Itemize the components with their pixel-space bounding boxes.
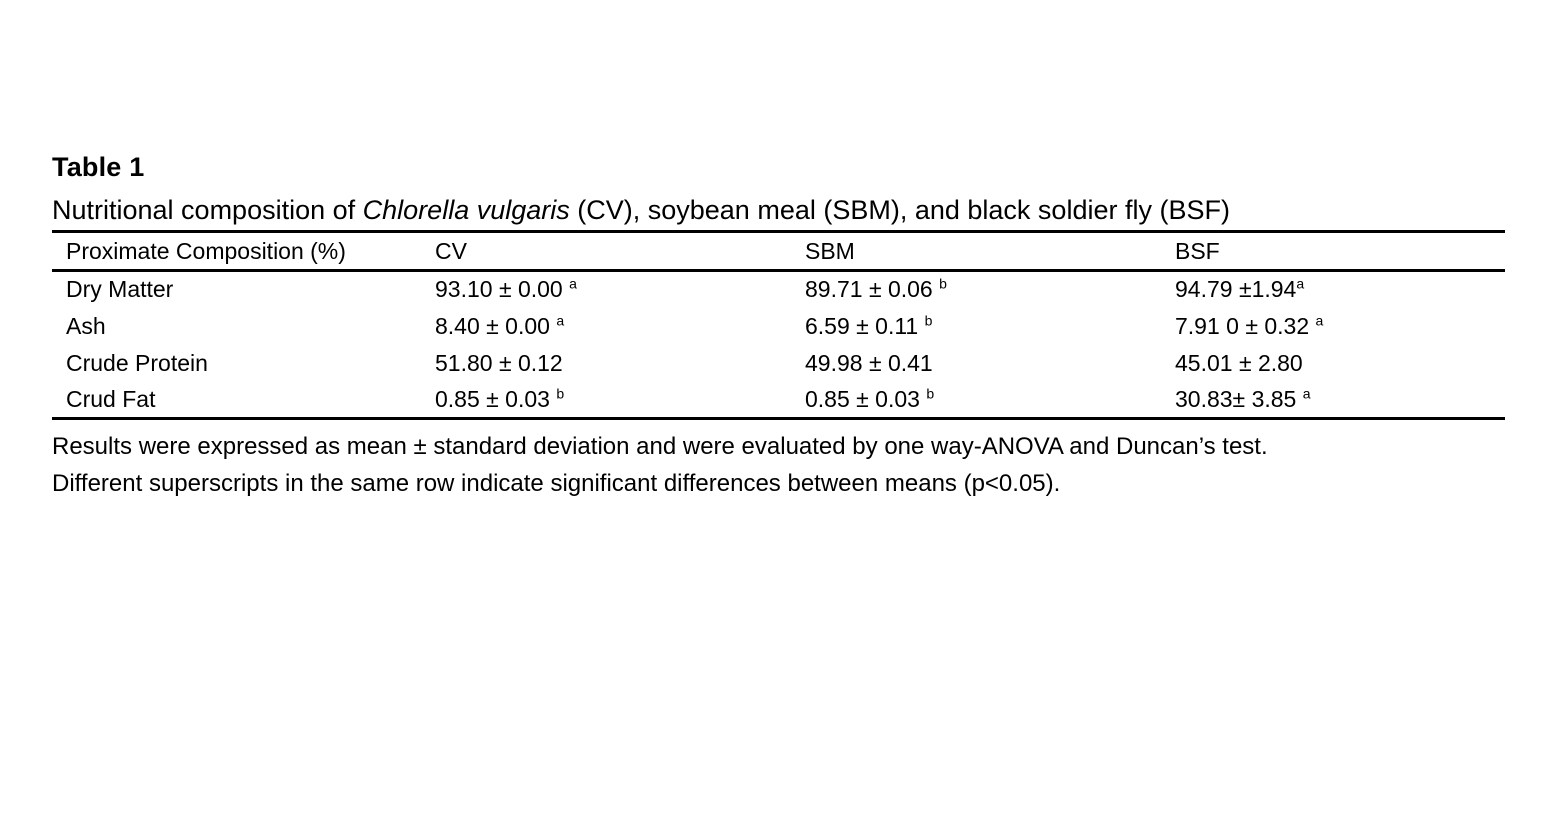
value-cell-sbm: 0.85 ± 0.03 b [790, 382, 1160, 419]
value-cell-sbm: 49.98 ± 0.41 [790, 345, 1160, 382]
mean-sd-value: 7.91 0 ± 0.32 [1175, 312, 1316, 339]
mean-sd-value: 49.98 ± 0.41 [805, 349, 933, 376]
mean-sd-value: 0.85 ± 0.03 [435, 385, 557, 412]
value-cell-bsf: 30.83± 3.85 a [1160, 382, 1505, 419]
table-footnotes: Results were expressed as mean ± standar… [52, 428, 1505, 502]
value-cell-sbm: 6.59 ± 0.11 b [790, 308, 1160, 345]
value-cell-bsf: 45.01 ± 2.80 [1160, 345, 1505, 382]
mean-sd-value: 6.59 ± 0.11 [805, 312, 925, 339]
column-header-proximate-composition: Proximate Composition (%) [66, 237, 346, 264]
species-name-italic: Chlorella vulgaris [362, 195, 570, 225]
caption-prefix: Nutritional composition of [52, 195, 363, 225]
column-header-sbm: SBM [805, 237, 855, 264]
proximate-composition-table: Proximate Composition (%) CV SBM BSF Dry… [52, 230, 1505, 420]
value-cell-bsf: 7.91 0 ± 0.32 a [1160, 308, 1505, 345]
row-label: Crude Protein [66, 349, 208, 376]
superscript: a [569, 275, 577, 292]
superscript: b [556, 385, 565, 402]
value-cell-bsf: 94.79 ±1.94a [1160, 271, 1505, 308]
superscript: b [926, 385, 935, 402]
value-cell-cv: 93.10 ± 0.00 a [420, 271, 790, 308]
superscript: a [1315, 311, 1324, 328]
mean-sd-value: 89.71 ± 0.06 [805, 276, 940, 303]
value-cell-cv: 8.40 ± 0.00 a [420, 308, 790, 345]
table-row-ash: Ash 8.40 ± 0.00 a 6.59 ± 0.11 b 7.91 0 ±… [52, 308, 1505, 345]
mean-sd-value: 45.01 ± 2.80 [1175, 349, 1303, 376]
value-cell-cv: 0.85 ± 0.03 b [420, 382, 790, 419]
row-label: Crud Fat [66, 385, 156, 412]
mean-sd-value: 94.79 ±1.94 [1175, 276, 1297, 303]
superscript: a [556, 311, 565, 328]
column-header-cv: CV [435, 237, 467, 264]
table-row-crud-fat: Crud Fat 0.85 ± 0.03 b 0.85 ± 0.03 b 30.… [52, 382, 1505, 419]
value-cell-sbm: 89.71 ± 0.06 b [790, 271, 1160, 308]
mean-sd-value: 30.83± 3.85 [1175, 385, 1303, 412]
mean-sd-value: 51.80 ± 0.12 [435, 349, 563, 376]
table-caption: Nutritional composition of Chlorella vul… [52, 195, 1505, 226]
footnote-superscripts: Different superscripts in the same row i… [52, 470, 1061, 497]
mean-sd-value: 93.10 ± 0.00 [435, 276, 570, 303]
table-row-crude-protein: Crude Protein 51.80 ± 0.12 49.98 ± 0.41 … [52, 345, 1505, 382]
superscript: b [939, 275, 947, 292]
table-row-dry-matter: Dry Matter 93.10 ± 0.00 a 89.71 ± 0.06 b… [52, 271, 1505, 308]
superscript: b [924, 311, 933, 328]
mean-sd-value: 0.85 ± 0.03 [805, 385, 927, 412]
row-label: Ash [66, 312, 106, 339]
caption-suffix: (CV), soybean meal (SBM), and black sold… [569, 195, 1230, 225]
table-label: Table 1 [52, 152, 145, 182]
footnote-anova: Results were expressed as mean ± standar… [52, 433, 1268, 460]
column-header-bsf: BSF [1175, 237, 1220, 264]
superscript: a [1302, 385, 1311, 402]
superscript: a [1296, 275, 1305, 292]
mean-sd-value: 8.40 ± 0.00 [435, 312, 557, 339]
document-page: Table 1 Nutritional composition of Chlor… [52, 151, 1505, 502]
value-cell-cv: 51.80 ± 0.12 [420, 345, 790, 382]
row-label: Dry Matter [66, 276, 174, 303]
header-row: Proximate Composition (%) CV SBM BSF [52, 232, 1505, 271]
